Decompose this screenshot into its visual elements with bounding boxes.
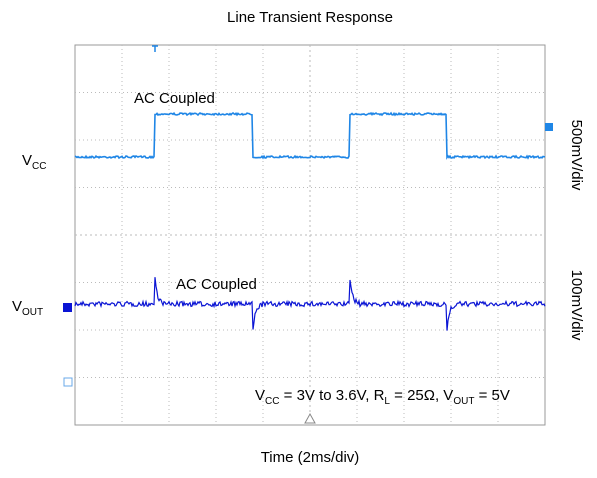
vcc-trace — [74, 111, 546, 160]
note: VCC = 3V to 3.6V, RL = 25Ω, VOUT = 5V — [255, 387, 510, 407]
text: = 5V — [474, 387, 509, 404]
ch1-marker — [545, 123, 553, 131]
vout-trace — [74, 277, 546, 331]
text: = 25Ω, V — [390, 387, 453, 404]
subscript: CC — [265, 396, 279, 407]
text: V — [22, 152, 32, 169]
chart-title: Line Transient Response — [227, 9, 393, 26]
trigger-marker — [152, 45, 158, 52]
subscript: CC — [32, 161, 46, 172]
annotation: AC Coupled — [176, 276, 257, 293]
subscript: OUT — [22, 307, 43, 318]
ref-marker — [63, 377, 73, 387]
text: V — [255, 387, 265, 404]
subscript: OUT — [453, 396, 474, 407]
channel-label: VCC — [22, 152, 46, 172]
scale-label: 500mV/div — [568, 120, 585, 191]
annotation: AC Coupled — [134, 90, 215, 107]
text: V — [12, 298, 22, 315]
grid — [75, 45, 545, 425]
scale-label: 100mV/div — [568, 270, 585, 341]
time-marker — [304, 412, 316, 424]
x-axis-label: Time (2ms/div) — [261, 449, 360, 466]
ch2-marker — [63, 303, 72, 312]
channel-label: VOUT — [12, 298, 43, 318]
text: = 3V to 3.6V, R — [279, 387, 384, 404]
subscript: L — [384, 396, 390, 407]
